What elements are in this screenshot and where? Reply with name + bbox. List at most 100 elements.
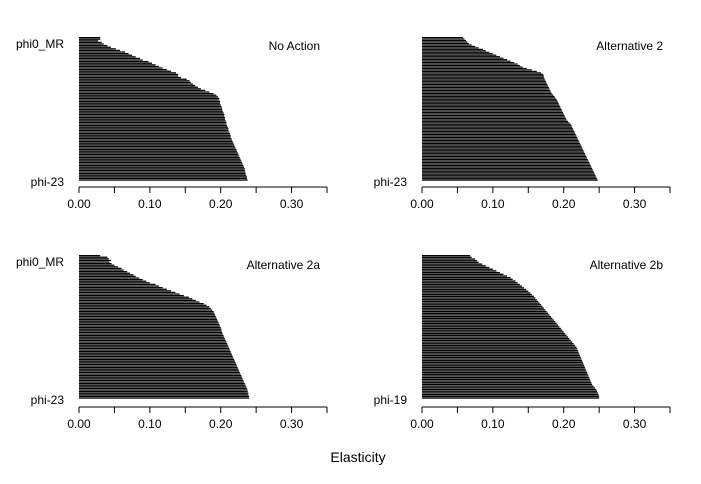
bar (79, 328, 222, 330)
bar (422, 103, 559, 105)
bar (79, 144, 235, 146)
bar (79, 137, 232, 140)
bar (79, 54, 133, 56)
bar (79, 141, 233, 143)
bar (422, 260, 478, 262)
panel-1: No Action phi0_MR phi-230.00 0.10 0.20 0.30 (16, 37, 328, 211)
bar (422, 360, 583, 362)
bar (79, 110, 223, 112)
bar (79, 117, 225, 119)
bar (422, 81, 546, 83)
bar (422, 268, 493, 270)
bar (422, 310, 547, 313)
bar (79, 391, 248, 393)
bar (422, 305, 543, 308)
bar (79, 323, 220, 326)
bar (79, 383, 245, 385)
bar (79, 306, 210, 308)
bar (422, 277, 511, 279)
bar (79, 57, 140, 60)
bar (422, 299, 537, 301)
bar (79, 335, 224, 337)
bar (422, 300, 539, 303)
bar (79, 322, 219, 324)
bar (79, 157, 240, 159)
bar (79, 153, 239, 156)
bar (422, 321, 556, 323)
bar (79, 277, 140, 279)
x-tick-label: 0.10 (138, 197, 162, 211)
first-row-label: phi0_MR (16, 37, 64, 51)
bar (422, 169, 593, 171)
bar (79, 370, 240, 372)
x-tick-label: 0.10 (481, 197, 505, 211)
first-row-label: phi0_MR (16, 255, 64, 269)
bar (79, 43, 104, 45)
bar (79, 309, 213, 311)
bar (79, 109, 223, 111)
bar (422, 42, 469, 45)
bar (422, 176, 597, 178)
bar (79, 314, 216, 316)
bar (422, 126, 573, 128)
last-row-label: phi-23 (31, 393, 65, 407)
bar (422, 95, 555, 97)
bar (422, 339, 571, 342)
bar (79, 94, 217, 96)
bar (422, 156, 587, 158)
bar (422, 358, 582, 360)
bar (422, 329, 563, 331)
bar (422, 327, 561, 330)
bar (79, 261, 110, 263)
bar (79, 307, 211, 310)
bar (79, 61, 149, 63)
bar (79, 363, 237, 366)
bar (79, 381, 245, 383)
bar (422, 38, 465, 40)
bar (422, 353, 580, 355)
bar (422, 138, 578, 140)
bar (422, 179, 598, 181)
bar (422, 395, 600, 397)
bar (79, 344, 228, 346)
bar (79, 362, 236, 364)
bar (422, 135, 577, 137)
bar (422, 67, 527, 70)
bar (79, 330, 222, 332)
bar (422, 153, 585, 155)
bar (79, 75, 179, 77)
bar (422, 341, 573, 343)
bar (79, 283, 156, 286)
bar (422, 160, 589, 162)
bar (422, 280, 516, 282)
bar (79, 99, 220, 101)
bar (79, 179, 248, 181)
bar (79, 134, 231, 136)
bar (79, 392, 249, 394)
bar (422, 50, 486, 52)
bar (79, 118, 225, 120)
last-row-label: phi-19 (374, 393, 408, 407)
bar (79, 46, 111, 48)
bar (422, 266, 490, 269)
bar (79, 133, 230, 135)
bar (79, 256, 108, 258)
bar (422, 89, 551, 92)
bar (79, 163, 243, 165)
bar (79, 91, 210, 93)
bar (422, 271, 500, 274)
bar (79, 303, 204, 305)
bar (422, 387, 595, 389)
bar (79, 312, 215, 314)
bar (79, 139, 233, 141)
bar (422, 79, 546, 81)
bar (422, 91, 551, 93)
bar (422, 45, 476, 47)
x-tick-label: 0.20 (209, 197, 233, 211)
bar (79, 271, 128, 273)
bar (79, 352, 232, 354)
bar (79, 125, 228, 127)
bar (422, 101, 559, 103)
bar (422, 290, 529, 292)
bar (422, 167, 593, 169)
